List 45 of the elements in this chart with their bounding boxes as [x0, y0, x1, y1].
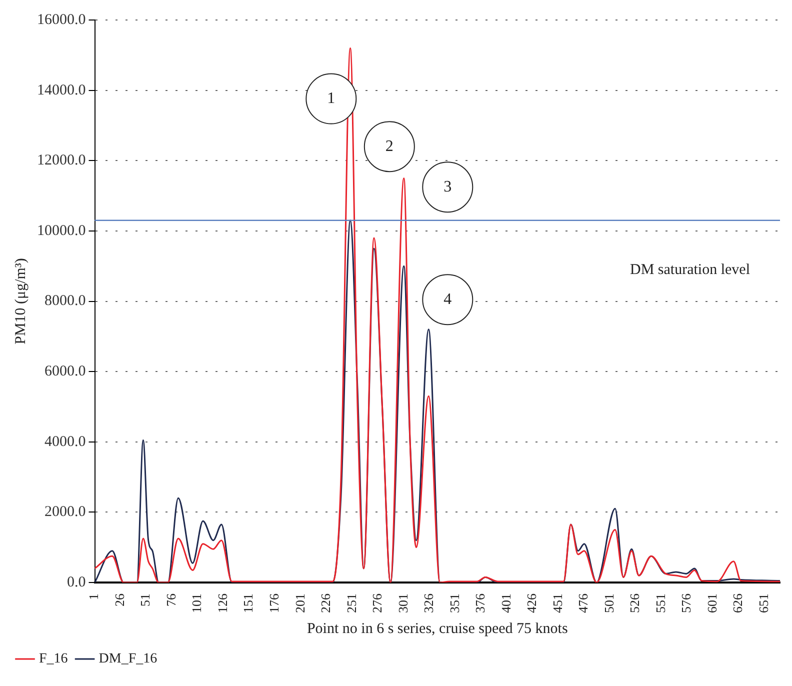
x-tick-label: 476 [576, 593, 591, 613]
x-tick-label: 501 [601, 594, 616, 613]
x-tick-label: 176 [266, 593, 282, 613]
annotation: 2 [385, 138, 394, 155]
x-tick-label: 26 [112, 593, 127, 606]
x-tick-label: 401 [498, 594, 514, 613]
x-tick-label: 1 [86, 594, 102, 600]
annotation: 3 [444, 178, 452, 196]
y-tick-label: 6000.0 [44, 364, 86, 380]
ref-line-label: DM saturation level [630, 262, 750, 278]
x-tick-label: 351 [446, 594, 462, 613]
x-axis-title: Point no in 6 s series, cruise speed 75 knots [306, 620, 568, 637]
x-tick-label: 451 [550, 594, 565, 613]
y-tick-label: 16000.0 [37, 12, 86, 28]
y-tick-label: 10000.0 [37, 222, 86, 239]
x-tick-label: 201 [292, 594, 308, 613]
x-tick-label: 601 [704, 594, 720, 613]
x-tick-label: 576 [678, 593, 694, 613]
x-tick-label: 301 [395, 594, 410, 613]
y-axis-title: PM10 (μg/m³) [12, 258, 29, 344]
annotation: 4 [444, 290, 452, 308]
x-tick-label: 126 [214, 593, 230, 613]
x-tick-label: 251 [344, 594, 359, 613]
x-tick-label: 651 [756, 594, 771, 613]
x-tick-label: 426 [524, 593, 540, 613]
x-tick-label: 626 [730, 593, 746, 613]
annotation: 1 [327, 90, 336, 107]
x-tick-label: 326 [421, 593, 436, 613]
y-tick-label: 14000.0 [37, 82, 86, 98]
x-tick-label: 151 [240, 594, 256, 613]
x-tick-label: 76 [163, 593, 178, 606]
x-tick-label: 376 [472, 593, 488, 613]
y-tick-label: 4000.0 [44, 434, 86, 450]
x-tick-label: 551 [652, 594, 668, 613]
legend-label: F_16 [39, 652, 68, 667]
x-tick-label: 226 [318, 593, 334, 613]
y-tick-label: 8000.0 [44, 293, 86, 310]
x-tick-label: 101 [189, 594, 204, 613]
legend-label: DM_F_16 [98, 652, 158, 667]
x-tick-label: 276 [370, 593, 385, 613]
y-tick-label: 0.0 [67, 574, 86, 590]
y-tick-label: 12000.0 [37, 152, 86, 169]
x-tick-label: 51 [138, 594, 153, 606]
x-tick-label: 526 [627, 593, 642, 613]
y-tick-label: 2000.0 [44, 504, 86, 520]
